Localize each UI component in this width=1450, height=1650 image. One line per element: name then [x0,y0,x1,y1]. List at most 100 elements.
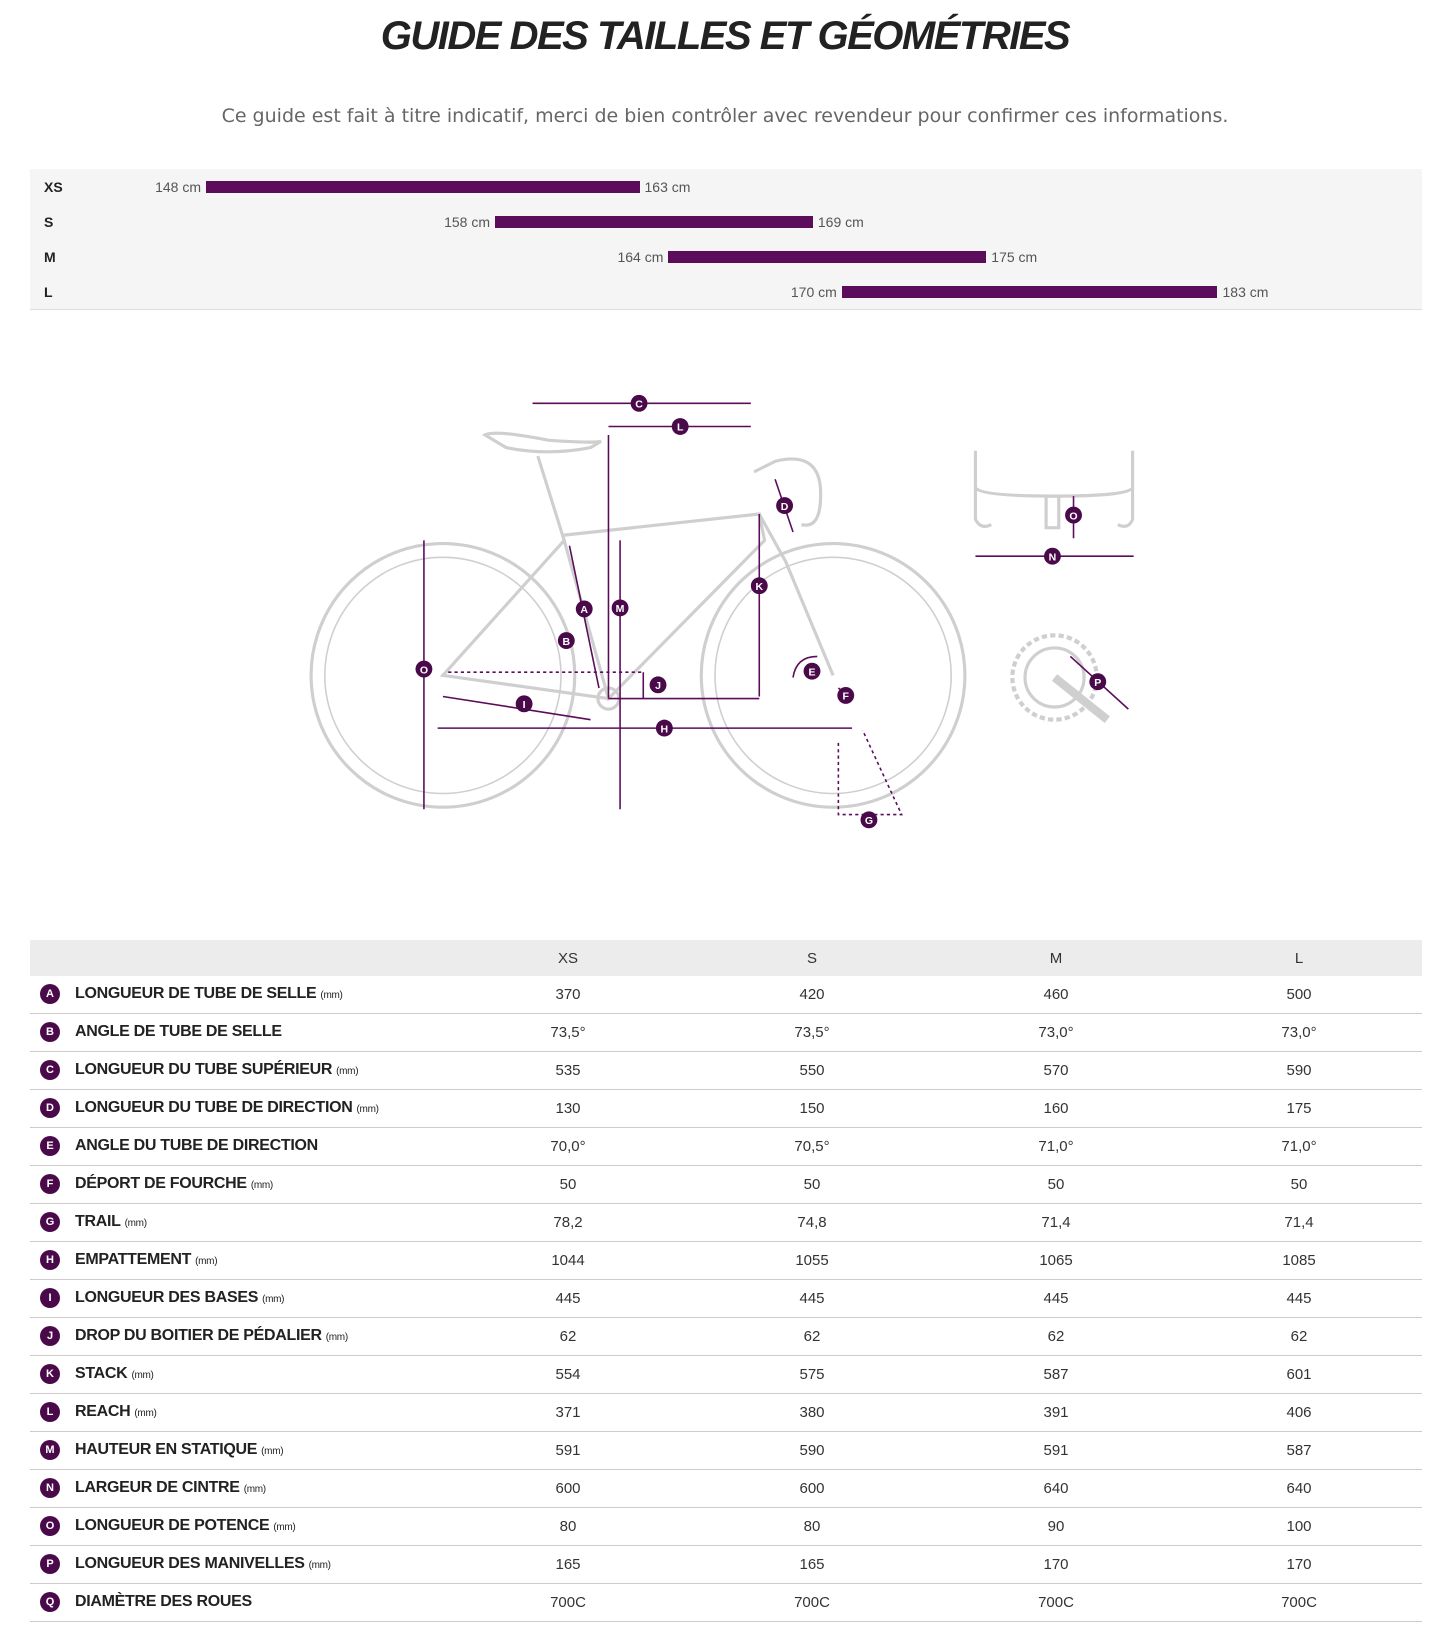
cell-value: 591 [1043,1442,1069,1459]
cell-value: 600 [799,1480,825,1497]
row-letter: D [40,1098,60,1118]
diagram-marker [415,660,433,678]
row-label: ANGLE DU TUBE DE DIRECTION [75,1137,318,1155]
diagram-marker [837,686,855,704]
cell-value: 535 [555,1062,581,1079]
row-letter: Q [40,1592,60,1612]
row-label: REACH (mm) [75,1403,157,1421]
cell-value: 73,0° [1038,1024,1074,1041]
row-letter: O [40,1516,60,1536]
diagram-marker [1044,547,1061,565]
unit: (mm) [261,1446,284,1457]
cell-value: 175 [1286,1100,1312,1117]
table-row: N LARGEUR DE CINTRE (mm) 600 600 640 640 [30,1470,1422,1508]
size-label: S [44,214,54,230]
row-letter: P [40,1554,60,1574]
row-label: LARGEUR DE CINTRE (mm) [75,1479,266,1497]
diagram-letter: K [755,581,763,593]
size-row: M 164 cm 175 cm [30,239,1422,275]
cell-value: 74,8 [797,1214,827,1231]
max-height: 163 cm [644,179,691,195]
unit: (mm) [134,1408,157,1419]
row-letter: E [40,1136,60,1156]
label-text: HAUTEUR EN STATIQUE [75,1441,258,1458]
table-row: E ANGLE DU TUBE DE DIRECTION 70,0° 70,5° 71,… [30,1128,1422,1166]
height-bar [841,286,1218,298]
cell-value: 600 [555,1480,581,1497]
table-row: Q DIAMÈTRE DES ROUES 700C 700C 700C 700C [30,1584,1422,1622]
unit: (mm) [308,1560,331,1571]
table-header: XS S M L [30,940,1422,976]
row-letter: C [40,1060,60,1080]
row-label: ANGLE DE TUBE DE SELLE [75,1023,282,1041]
label-text: DÉPORT DE FOURCHE [75,1175,247,1192]
cell-value: 460 [1043,986,1069,1003]
diagram-marker [611,599,629,617]
cell-value: 73,0° [1281,1024,1317,1041]
unit: (mm) [320,990,343,1001]
cell-value: 70,5° [794,1138,830,1155]
row-letter: M [40,1440,60,1460]
label-text: LONGUEUR DES BASES [75,1289,259,1306]
cell-value: 62 [559,1328,577,1345]
cell-value: 71,0° [1281,1138,1317,1155]
diagram-marker [655,719,673,737]
cell-value: 78,2 [553,1214,583,1231]
cell-value: 73,5° [794,1024,830,1041]
diagram-letter: O [1069,510,1077,522]
cell-value: 62 [1290,1328,1308,1345]
cell-value: 445 [555,1290,581,1307]
cell-value: 700C [794,1594,830,1611]
label-text: LONGUEUR DU TUBE SUPÉRIEUR [75,1061,333,1078]
column-header: XS [557,950,578,967]
cell-value: 50 [559,1176,577,1193]
diagram-marker [671,418,689,435]
cell-value: 587 [1286,1442,1312,1459]
max-height: 169 cm [817,214,864,230]
cell-value: 500 [1286,986,1312,1003]
label-text: LONGUEUR DU TUBE DE DIRECTION [75,1099,353,1116]
column-header: M [1049,950,1063,967]
cell-value: 550 [799,1062,825,1079]
cell-value: 165 [555,1556,581,1573]
cell-value: 90 [1047,1518,1065,1535]
diagram-marker [776,497,794,515]
min-height: 148 cm [155,179,201,195]
height-bar [668,251,987,263]
table-row: F DÉPORT DE FOURCHE (mm) 50 50 50 50 [30,1166,1422,1204]
cell-value: 71,4 [1041,1214,1071,1231]
row-label: STACK (mm) [75,1365,154,1383]
diagram-letter: O [420,664,428,676]
cell-value: 70,0° [550,1138,586,1155]
cell-value: 1044 [551,1252,585,1269]
diagram-marker [860,811,878,829]
label-text: DIAMÈTRE DES ROUES [75,1593,252,1610]
diagram-letter: A [580,604,588,616]
cell-value: 1065 [1039,1252,1073,1269]
cell-value: 130 [555,1100,581,1117]
cell-value: 700C [550,1594,586,1611]
cell-value: 601 [1286,1366,1312,1383]
cell-value: 80 [803,1518,821,1535]
table-row: B ANGLE DE TUBE DE SELLE 73,5° 73,5° 73,0° 73… [30,1014,1422,1052]
cell-value: 391 [1043,1404,1069,1421]
table-row: P LONGUEUR DES MANIVELLES (mm) 165 165 170 170 [30,1546,1422,1584]
unit: (mm) [195,1256,218,1267]
cell-value: 62 [1047,1328,1065,1345]
row-label: TRAIL (mm) [75,1213,147,1231]
row-letter: L [40,1402,60,1422]
unit: (mm) [336,1066,359,1077]
label-text: ANGLE DE TUBE DE SELLE [75,1023,282,1040]
max-height: 183 cm [1222,284,1269,300]
table-row: J DROP DU BOITIER DE PÉDALIER (mm) 62 62 62 62 [30,1318,1422,1356]
diagram-letter: D [781,501,789,513]
cell-value: 590 [799,1442,825,1459]
row-letter: J [40,1326,60,1346]
cell-value: 406 [1286,1404,1312,1421]
unit: (mm) [356,1104,379,1115]
table-row: C LONGUEUR DU TUBE SUPÉRIEUR (mm) 535 550 570… [30,1052,1422,1090]
cell-value: 1085 [1282,1252,1316,1269]
size-label: M [44,249,56,265]
row-letter: A [40,984,60,1004]
cell-value: 1055 [795,1252,829,1269]
